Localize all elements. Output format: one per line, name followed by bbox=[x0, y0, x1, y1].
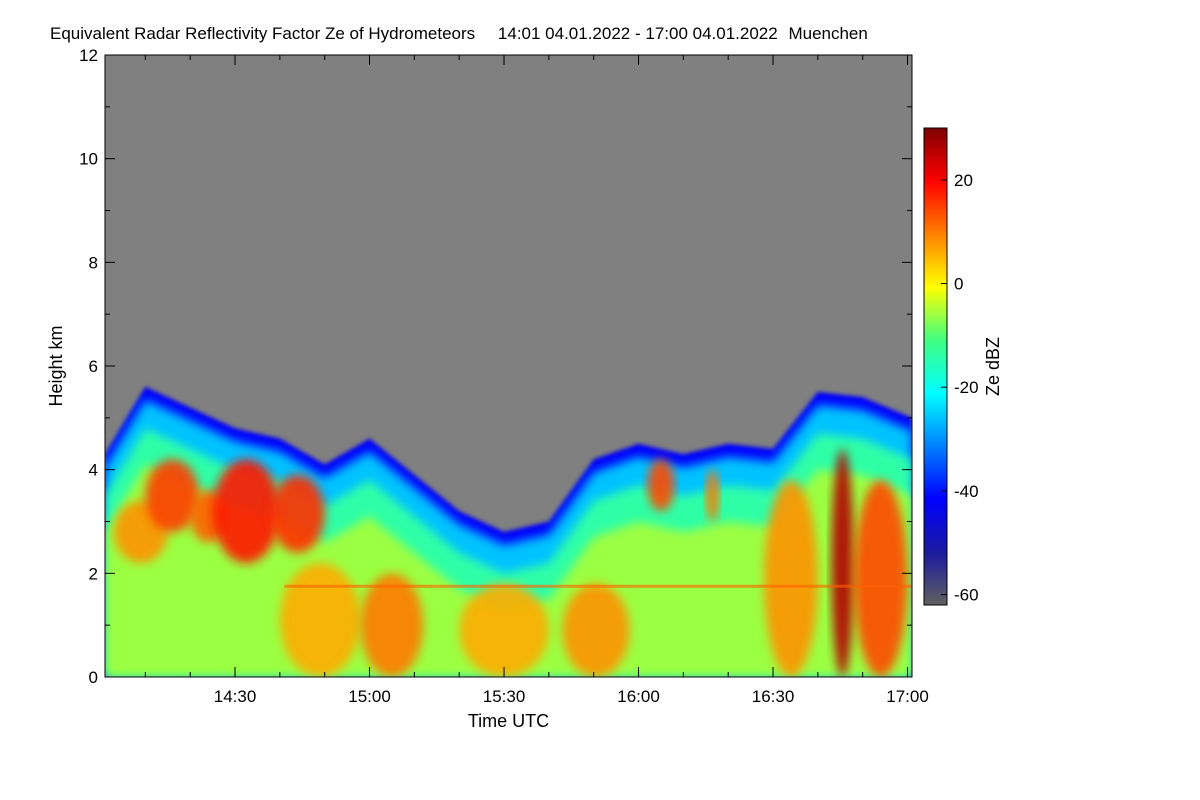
x-tick-label: 15:30 bbox=[483, 687, 526, 706]
echo-cell bbox=[764, 480, 818, 677]
echo-cell bbox=[145, 459, 200, 532]
colorbar-tick-label: -40 bbox=[954, 482, 979, 501]
colorbar-tick-label: -20 bbox=[954, 378, 979, 397]
echo-cell bbox=[270, 474, 325, 553]
echo-cell bbox=[459, 583, 549, 677]
colorbar-scale bbox=[923, 127, 948, 606]
x-axis: 14:30 15:00 15:30 16:00 16:30 17:00 bbox=[144, 55, 929, 706]
chart-title-main: Equivalent Radar Reflectivity Factor Ze … bbox=[50, 24, 475, 43]
colorbar-tick-label: -60 bbox=[954, 586, 979, 605]
echo-cell bbox=[562, 583, 630, 677]
y-tick-label: 10 bbox=[79, 150, 98, 169]
chart-title: Equivalent Radar Reflectivity Factor Ze … bbox=[50, 24, 868, 43]
x-axis-label: Time UTC bbox=[468, 711, 549, 731]
echo-cell bbox=[831, 448, 854, 677]
y-axis-label: Height km bbox=[46, 325, 66, 406]
echo-cell bbox=[279, 562, 361, 677]
y-tick-label: 12 bbox=[79, 46, 98, 65]
colorbar-tick-label: 20 bbox=[954, 171, 973, 190]
echo-cell bbox=[853, 480, 908, 677]
echo-cell bbox=[705, 469, 720, 522]
echo-cell bbox=[647, 459, 675, 512]
colorbar: 20 0 -20 -40 -60 Ze dBZ bbox=[923, 127, 1003, 606]
y-axis: 0 2 4 6 8 10 12 bbox=[79, 46, 912, 687]
echo-cell bbox=[212, 459, 280, 563]
y-tick-label: 4 bbox=[89, 461, 98, 480]
x-tick-label: 17:00 bbox=[886, 687, 929, 706]
colorbar-ticks: 20 0 -20 -40 -60 bbox=[941, 171, 979, 605]
x-tick-label: 16:30 bbox=[752, 687, 795, 706]
x-tick-label: 16:00 bbox=[617, 687, 660, 706]
chart-time-range: 14:01 04.01.2022 - 17:00 04.01.2022 bbox=[498, 24, 778, 43]
echo-field bbox=[105, 386, 912, 677]
colorbar-tick-label: 0 bbox=[954, 275, 963, 294]
plot-area bbox=[104, 54, 913, 678]
x-tick-label: 15:00 bbox=[348, 687, 391, 706]
chart-location: Muenchen bbox=[788, 24, 867, 43]
y-tick-label: 8 bbox=[89, 253, 98, 272]
echo-cell bbox=[360, 573, 424, 677]
y-tick-label: 0 bbox=[89, 668, 98, 687]
y-tick-label: 6 bbox=[89, 357, 98, 376]
colorbar-label: Ze dBZ bbox=[983, 337, 1003, 396]
x-tick-label: 14:30 bbox=[214, 687, 257, 706]
y-tick-label: 2 bbox=[89, 564, 98, 583]
